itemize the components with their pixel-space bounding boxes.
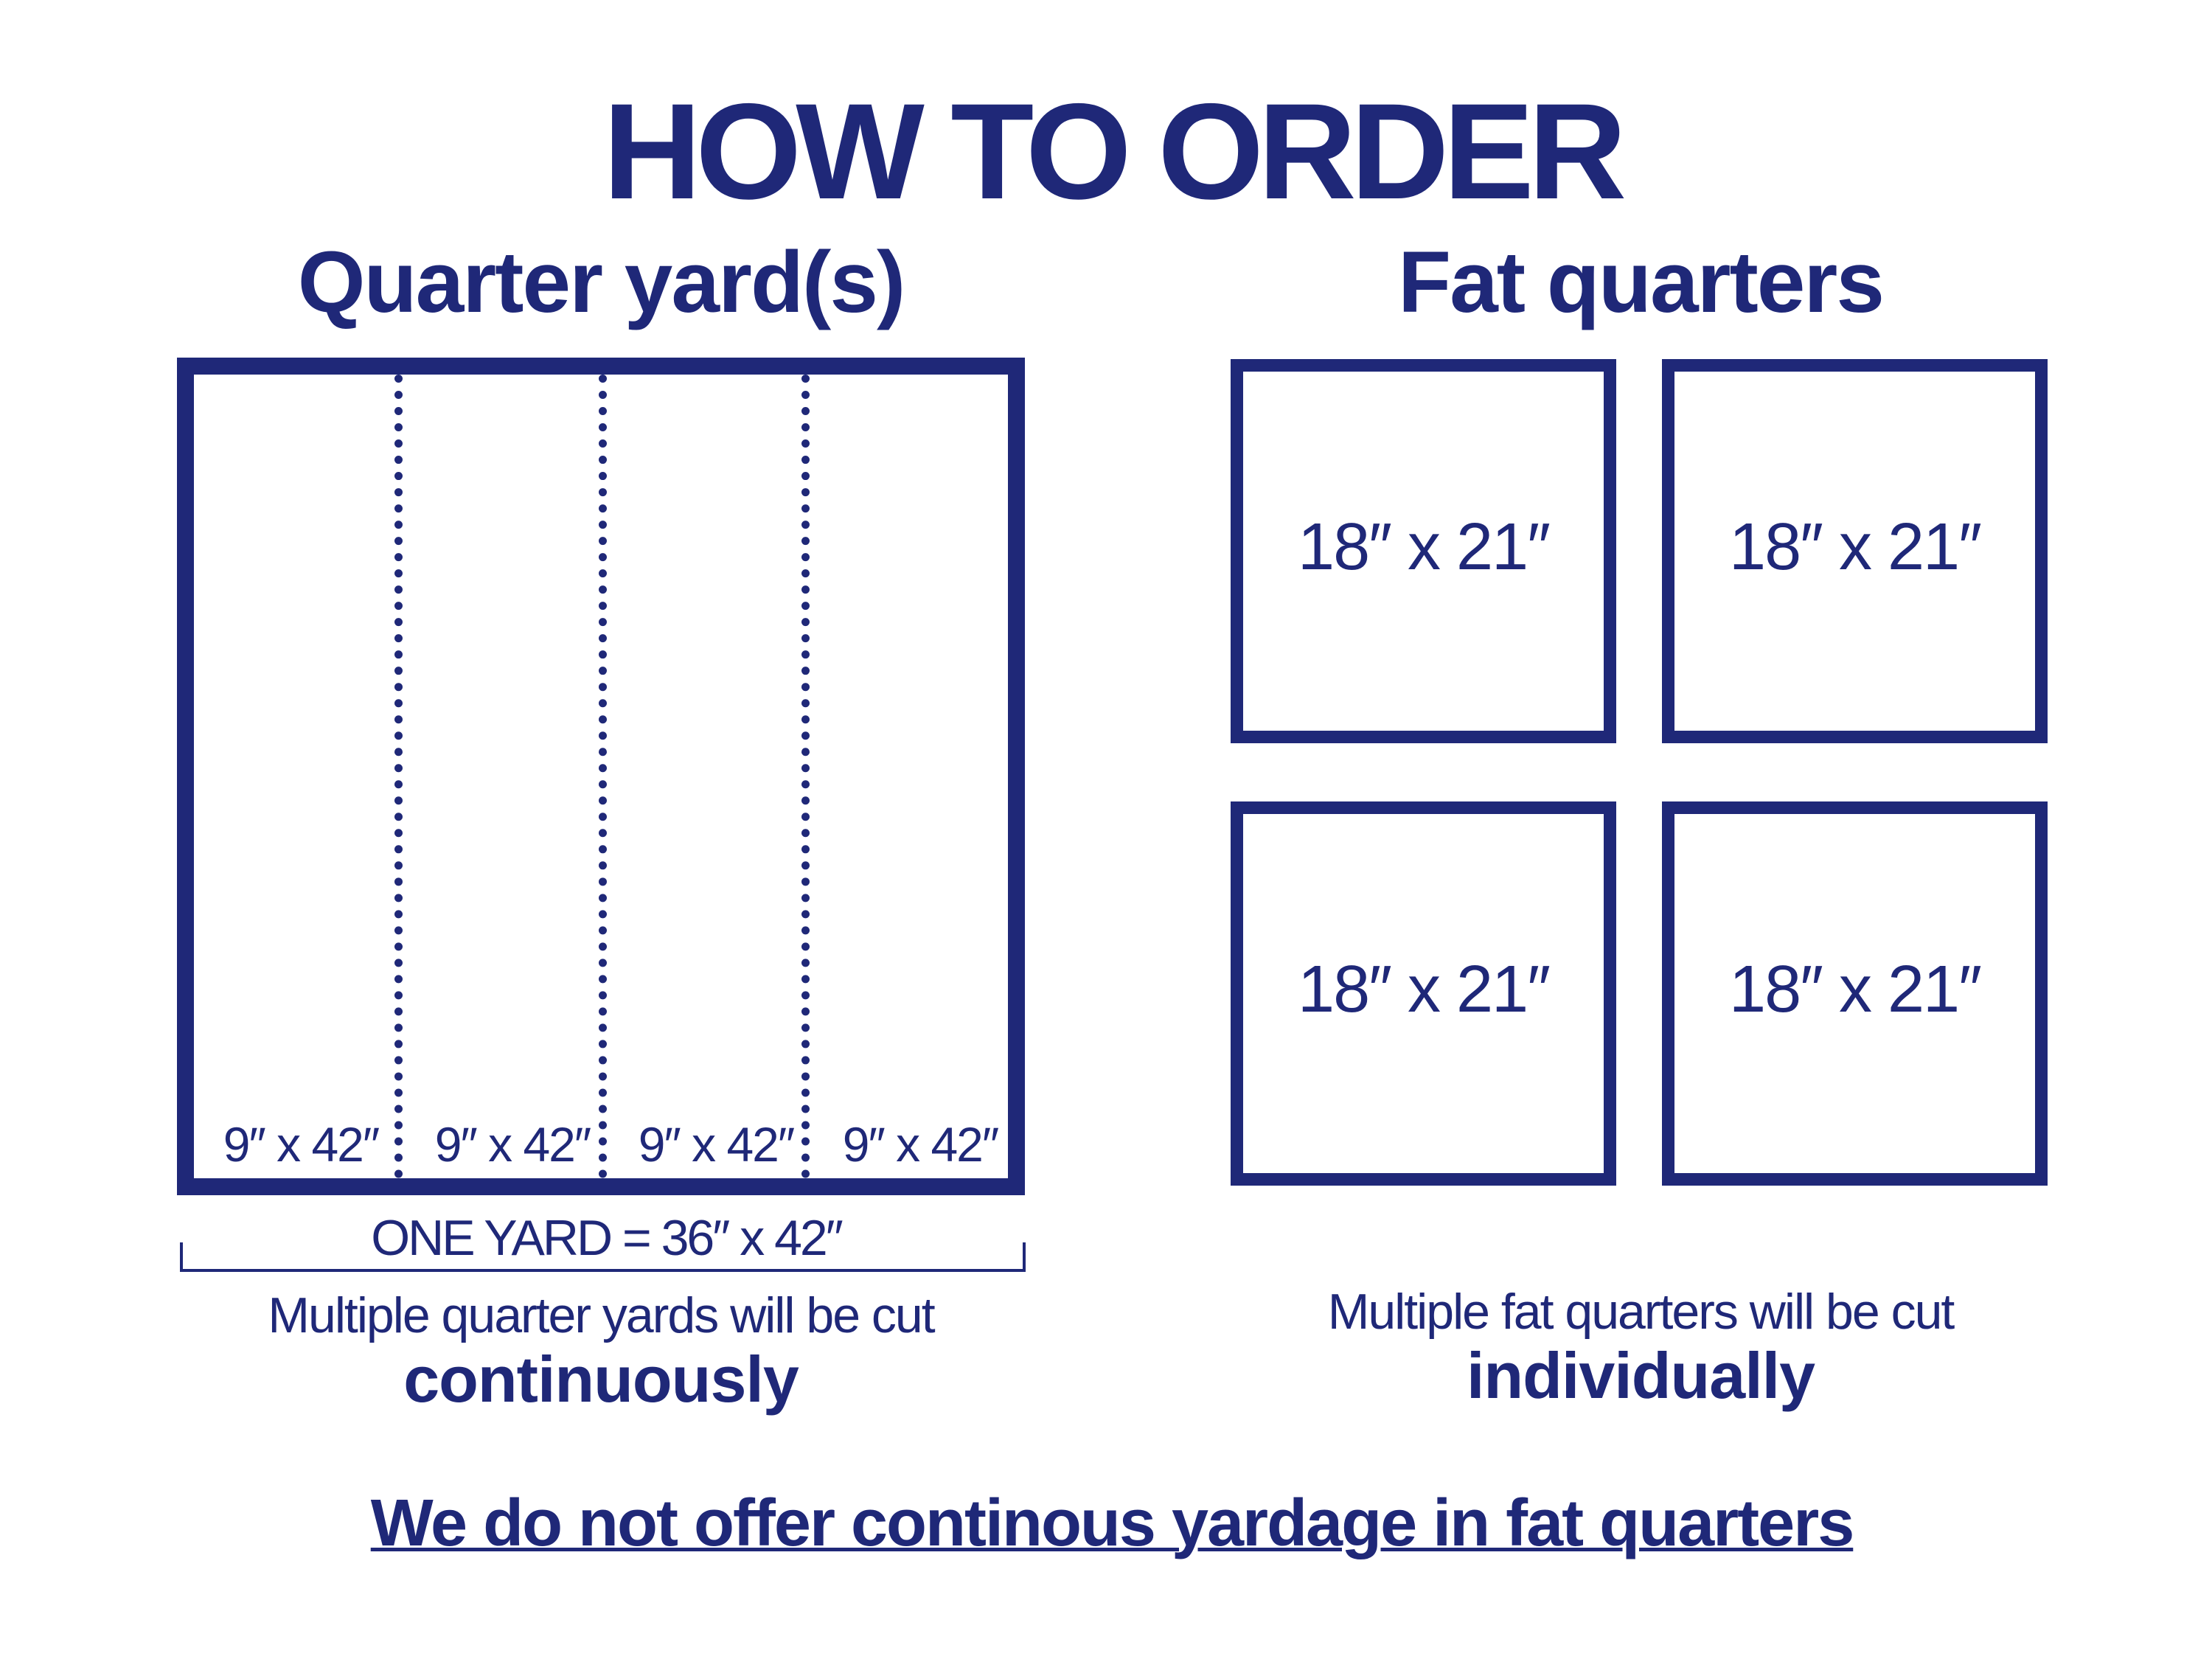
- quarter-yards-caption: Multiple quarter yards will be cut: [268, 1287, 935, 1343]
- one-yard-label: ONE YARD = 36″ x 42″: [371, 1210, 844, 1266]
- quarter-yard-size: 9″ x 42″: [223, 1117, 380, 1172]
- quarter-yard-size: 9″ x 42″: [638, 1117, 796, 1172]
- quarter-yards-caption-bold: continuously: [403, 1343, 799, 1416]
- fat-quarters-caption: Multiple fat quarters will be cut: [1327, 1284, 1955, 1340]
- fat-quarter-size: 18″ x 21″: [1298, 510, 1551, 584]
- page-title: HOW TO ORDER: [602, 76, 1627, 228]
- quarter-yard-size: 9″ x 42″: [434, 1117, 592, 1172]
- fat-quarter-box: 18″ x 21″: [1662, 359, 2048, 743]
- one-yard-bracket: [180, 1242, 1026, 1272]
- quarter-yard-size: 9″ x 42″: [842, 1117, 1000, 1172]
- fat-quarter-size: 18″ x 21″: [1298, 953, 1551, 1026]
- cut-line: [394, 375, 403, 1178]
- fat-quarter-size: 18″ x 21″: [1729, 953, 1982, 1026]
- fat-quarter-box: 18″ x 21″: [1662, 801, 2048, 1186]
- fat-quarter-size: 18″ x 21″: [1729, 510, 1982, 584]
- fat-quarters-caption-bold: individually: [1466, 1339, 1815, 1412]
- cut-line: [599, 375, 607, 1178]
- one-yard-diagram: 9″ x 42″ 9″ x 42″ 9″ x 42″ 9″ x 42″: [177, 358, 1025, 1195]
- fat-quarter-box: 18″ x 21″: [1231, 801, 1616, 1186]
- footer-note: We do not offer continous yardage in fat…: [370, 1486, 1855, 1560]
- cut-line: [801, 375, 810, 1178]
- quarter-yards-heading: Quarter yard(s): [297, 234, 906, 331]
- fat-quarters-heading: Fat quarters: [1398, 234, 1885, 331]
- fat-quarter-box: 18″ x 21″: [1231, 359, 1616, 743]
